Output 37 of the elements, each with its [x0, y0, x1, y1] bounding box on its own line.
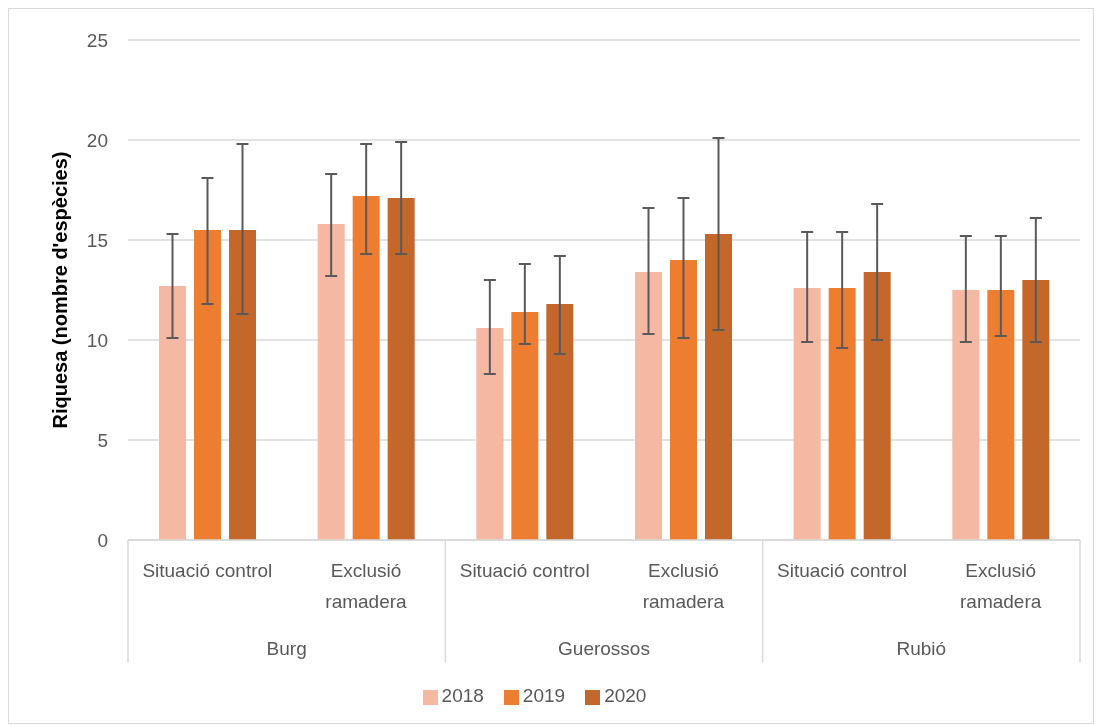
bar [159, 286, 186, 540]
bar [1022, 280, 1050, 540]
bar [387, 198, 415, 540]
bar [828, 288, 856, 540]
x-tick-label: Exclusió ramadera [642, 560, 725, 612]
bar [352, 196, 380, 540]
bar [546, 304, 574, 540]
y-tick-label: 25 [86, 29, 108, 51]
x-tick-label: Exclusió ramadera [960, 560, 1042, 612]
x-tick-label: Situació control [777, 560, 907, 581]
y-tick-label: 20 [86, 129, 108, 151]
y-tick-label: 15 [86, 229, 108, 251]
y-tick-label: 10 [86, 329, 108, 351]
bar [705, 234, 732, 540]
bar [987, 290, 1015, 540]
bar [952, 290, 980, 540]
bar [670, 260, 697, 540]
legend-label: 2018 [441, 685, 484, 706]
bar [317, 224, 345, 540]
legend-label: 2020 [604, 685, 647, 706]
bar [194, 230, 221, 540]
y-tick-label: 5 [97, 429, 108, 451]
bar [793, 288, 821, 540]
bar [635, 272, 662, 540]
legend-label: 2019 [522, 685, 566, 706]
bar [511, 312, 539, 540]
text: Rubió [896, 638, 947, 659]
x-tick-label: Exclusió ramadera [325, 560, 408, 612]
x-tick-label: Situació control [459, 560, 590, 581]
y-tick-label: 0 [97, 529, 108, 551]
bar [863, 272, 891, 540]
x-tick-label: Situació control [142, 560, 273, 581]
bar [229, 230, 256, 540]
y-axis-title: Riquesa (nombre d'espècies) [49, 151, 71, 429]
bar [476, 328, 504, 540]
text: Guerossos [558, 638, 650, 659]
text: Burg [266, 638, 307, 659]
